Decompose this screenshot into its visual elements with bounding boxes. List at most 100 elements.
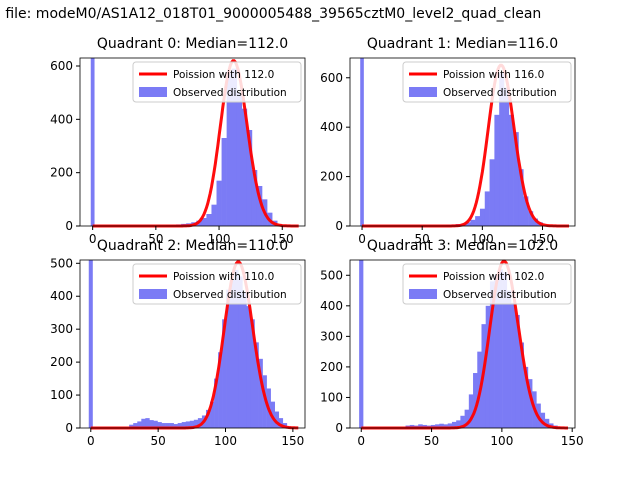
histogram-bar xyxy=(181,422,187,428)
histogram-bar xyxy=(250,319,255,428)
histogram-bar xyxy=(221,138,227,226)
y-tick-label: 200 xyxy=(320,360,343,374)
legend-observed-swatch xyxy=(409,289,437,299)
histogram-bar xyxy=(484,191,490,226)
histogram-bar xyxy=(499,72,505,226)
y-tick-label: 0 xyxy=(65,421,73,435)
histogram-spike-bar xyxy=(90,58,95,226)
histogram-bar xyxy=(489,159,495,226)
panel-quadrant-1: Quadrant 1: Median=116.0 0 50 100 150 0 200 400… xyxy=(320,36,576,246)
legend-fit-label: Poission with 102.0 xyxy=(443,271,544,283)
histogram-bar xyxy=(506,290,512,428)
histogram-bar xyxy=(274,411,280,428)
x-tick-label: 50 xyxy=(415,232,430,246)
histogram-bar xyxy=(241,108,248,226)
figure-suptitle: n file: modeM0/AS1A12_018T01_9000005488_… xyxy=(0,6,542,22)
histogram-bar xyxy=(511,302,516,428)
histogram-bar xyxy=(460,415,465,428)
x-tick-label: 50 xyxy=(151,434,166,448)
y-tick-label: 300 xyxy=(50,322,73,336)
histogram-bar xyxy=(129,424,134,428)
histogram-bar xyxy=(439,423,444,428)
histogram-bar xyxy=(443,424,449,428)
histogram-bar xyxy=(256,186,263,226)
histogram-bar xyxy=(238,276,243,428)
x-tick-label: 0 xyxy=(357,434,365,448)
histogram-bar xyxy=(498,269,503,428)
histogram-bar xyxy=(468,394,474,428)
histogram-bar xyxy=(242,292,247,428)
legend-observed-label: Observed distribution xyxy=(173,87,287,99)
histogram-bar xyxy=(451,421,457,428)
x-tick-label: 150 xyxy=(561,434,584,448)
histogram-bar xyxy=(465,222,471,226)
histogram-bar xyxy=(231,68,238,227)
y-tick-label: 600 xyxy=(320,71,343,85)
histogram-bar xyxy=(149,420,154,428)
y-tick-label: 500 xyxy=(50,256,73,270)
x-tick-label: 0 xyxy=(89,232,97,246)
panel-quadrant-2: Quadrant 2: Median=110.0 0 50 100 150 0 100 200… xyxy=(50,238,306,448)
y-tick-label: 0 xyxy=(335,219,343,233)
y-tick-label: 400 xyxy=(50,289,73,303)
histogram-bar xyxy=(222,319,227,428)
histogram-bar xyxy=(519,342,524,428)
histogram-bar xyxy=(418,424,423,428)
x-tick-label: 0 xyxy=(358,232,366,246)
axes-frame xyxy=(79,57,306,227)
legend-observed-swatch xyxy=(139,289,167,299)
histogram-bar xyxy=(523,366,529,428)
y-tick-label: 400 xyxy=(320,120,343,134)
histogram-bar xyxy=(153,420,158,428)
histogram-bar xyxy=(246,306,251,428)
legend-observed-label: Observed distribution xyxy=(443,289,557,301)
y-tick-label: 200 xyxy=(50,355,73,369)
x-tick-label: 100 xyxy=(214,434,237,448)
histogram-bar xyxy=(475,216,481,226)
axes-frame xyxy=(349,259,576,429)
histogram-bar xyxy=(161,423,166,428)
histogram-spike-bar xyxy=(360,58,364,226)
histogram-bar xyxy=(230,279,235,428)
histogram-bar xyxy=(193,419,199,428)
y-tick-label: 200 xyxy=(320,170,343,184)
histogram-bar xyxy=(226,71,232,226)
histogram-bar xyxy=(197,418,203,428)
histogram-bar xyxy=(527,379,533,428)
histogram-bar xyxy=(214,378,219,428)
histogram-bar xyxy=(508,114,514,226)
histogram-bar xyxy=(528,211,534,226)
x-tick-label: 50 xyxy=(148,232,163,246)
figure-suptitle-row: n file: modeM0/AS1A12_018T01_9000005488_… xyxy=(0,0,640,30)
histogram-bar xyxy=(185,421,191,428)
y-tick-label: 400 xyxy=(50,112,73,126)
histogram-bar xyxy=(422,424,427,428)
histogram-bar xyxy=(504,87,510,226)
x-tick-label: 50 xyxy=(424,434,439,448)
histogram-bar xyxy=(494,275,499,428)
legend-fit-label: Poission with 112.0 xyxy=(173,69,274,81)
legend-observed-label: Observed distribution xyxy=(173,289,287,301)
legend-observed-swatch xyxy=(139,87,167,97)
histogram-bar xyxy=(169,423,174,428)
legend-box xyxy=(402,61,572,103)
histogram-bar xyxy=(532,218,539,226)
histogram-bar xyxy=(513,132,519,226)
histogram-bar xyxy=(133,423,138,428)
histogram-bar xyxy=(201,218,207,226)
histogram-bar xyxy=(278,418,284,428)
histogram-bar xyxy=(473,373,478,428)
histogram-bar xyxy=(540,412,546,428)
histogram-bar xyxy=(173,424,178,428)
y-tick-label: 0 xyxy=(65,219,73,233)
x-tick-label: 100 xyxy=(471,232,494,246)
y-tick-label: 0 xyxy=(335,421,343,435)
panel-quadrant-3: Quadrant 3: Median=102.0 0 50 100 150 0 100 200… xyxy=(320,238,584,448)
histogram-bar xyxy=(464,409,470,428)
y-tick-label: 500 xyxy=(320,268,343,282)
histogram-bar xyxy=(218,352,223,428)
panel-title: Quadrant 3: Median=102.0 xyxy=(367,238,558,254)
panel-title: Quadrant 2: Median=110.0 xyxy=(97,238,288,254)
y-tick-label: 100 xyxy=(50,388,73,402)
histogram-bar xyxy=(258,358,263,428)
